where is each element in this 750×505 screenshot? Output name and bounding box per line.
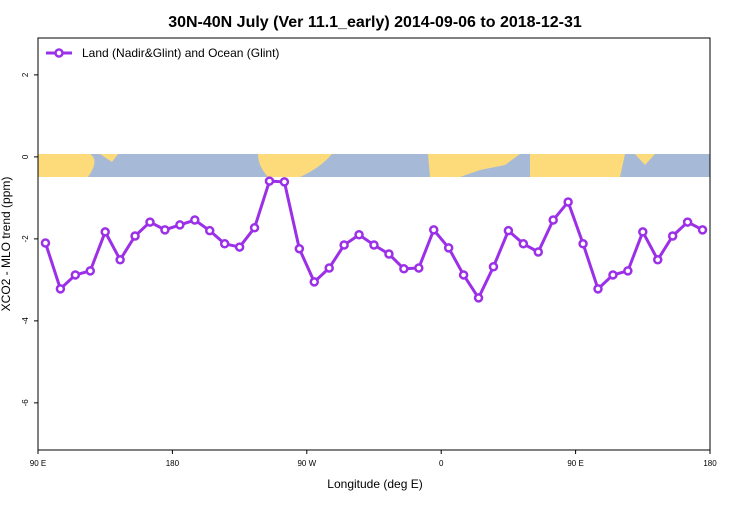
data-point — [40, 238, 51, 248]
data-point — [219, 239, 230, 249]
data-point — [190, 215, 200, 225]
data-point — [339, 240, 349, 250]
x-tick-label: 180 — [166, 459, 180, 468]
data-point — [578, 239, 588, 249]
chart-title: 30N-40N July (Ver 11.1_early) 2014-09-06… — [168, 14, 582, 31]
data-point — [175, 220, 185, 230]
data-point — [682, 217, 693, 227]
data-point — [563, 197, 573, 207]
data-point — [443, 243, 454, 253]
data-point — [384, 249, 394, 259]
data-point — [503, 225, 514, 236]
data-point — [204, 225, 215, 236]
x-tick-label: 90 W — [297, 459, 316, 468]
data-point — [608, 270, 618, 280]
data-point — [264, 176, 275, 186]
data-point — [458, 270, 469, 280]
data-point — [697, 225, 708, 235]
data-point — [160, 225, 170, 235]
data-point — [249, 223, 260, 233]
data-point — [548, 215, 558, 225]
data-point — [354, 230, 364, 240]
x-tick-label: 180 — [703, 459, 717, 468]
data-point — [638, 227, 648, 237]
data-point — [55, 284, 66, 294]
data-point — [279, 177, 290, 187]
x-tick-label: 90 E — [30, 459, 46, 468]
data-point — [145, 217, 155, 227]
data-point — [130, 231, 140, 241]
data-point — [70, 270, 81, 280]
data-point — [473, 293, 484, 303]
data-point — [667, 231, 678, 241]
data-point — [414, 263, 424, 273]
data-point — [533, 247, 544, 257]
data-point — [85, 266, 96, 276]
x-tick-label: 90 E — [567, 459, 583, 468]
x-tick-label: 0 — [439, 459, 444, 468]
map-strip — [38, 154, 710, 177]
y-tick-label: -6 — [21, 399, 30, 407]
data-point — [324, 263, 334, 273]
data-point — [399, 264, 409, 274]
data-point — [294, 243, 305, 254]
data-point — [593, 284, 603, 294]
y-axis-label: XCO2 - MLO trend (ppm) — [0, 177, 13, 312]
x-axis-label: Longitude (deg E) — [327, 477, 422, 491]
plot-frame — [37, 37, 711, 451]
data-line — [44, 179, 704, 301]
data-point — [652, 255, 663, 265]
data-point — [234, 242, 245, 252]
data-point — [428, 225, 439, 235]
legend-marker — [54, 48, 64, 58]
y-tick-label: 0 — [21, 154, 30, 159]
y-tick-label: 2 — [21, 72, 30, 77]
legend-label: Land (Nadir&Glint) and Ocean (Glint) — [82, 46, 279, 60]
y-tick-label: -2 — [21, 235, 30, 243]
y-tick-label: -4 — [21, 317, 30, 325]
data-point — [115, 255, 125, 265]
data-point — [623, 266, 633, 276]
data-point — [369, 240, 379, 250]
data-point — [309, 277, 320, 287]
data-point — [488, 262, 499, 272]
data-point — [100, 227, 110, 237]
data-point — [518, 239, 529, 249]
